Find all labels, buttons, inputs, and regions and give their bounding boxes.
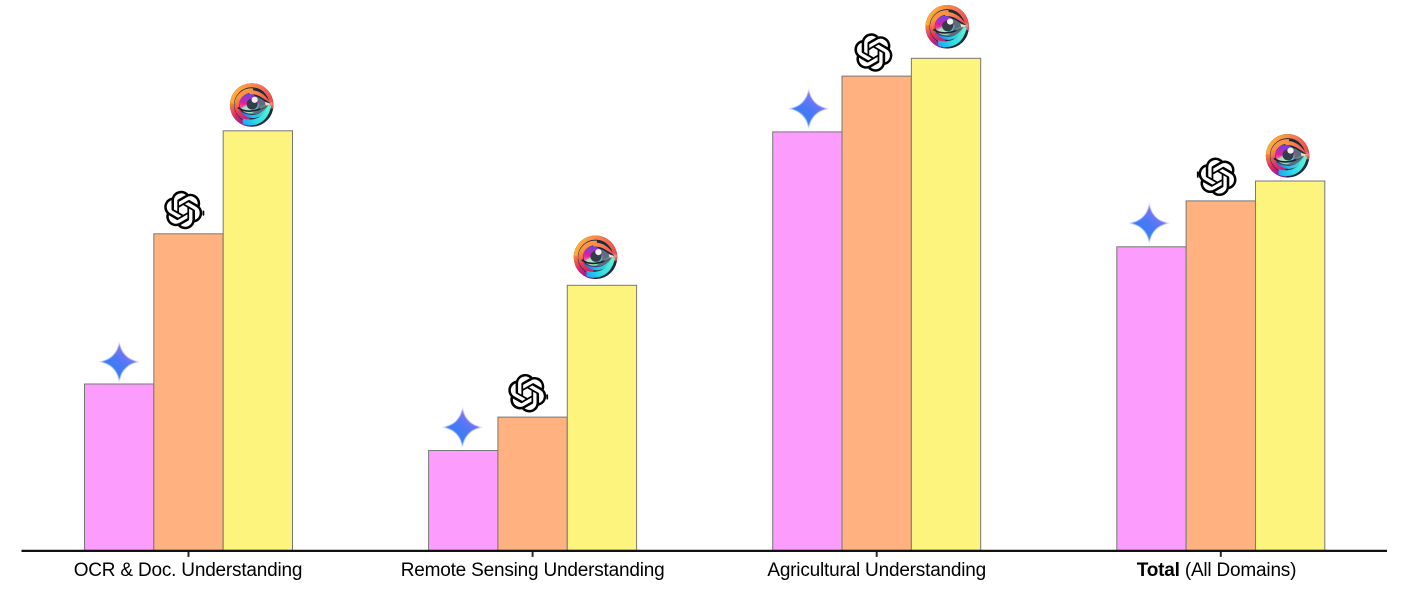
svg-text:Agricultural Understanding: Agricultural Understanding bbox=[767, 560, 986, 581]
svg-text:OCR & Doc. Understanding: OCR & Doc. Understanding bbox=[74, 560, 303, 581]
svg-text:Total (All Domains): Total (All Domains) bbox=[1137, 560, 1296, 581]
svg-text:Remote Sensing Understanding: Remote Sensing Understanding bbox=[401, 560, 665, 581]
